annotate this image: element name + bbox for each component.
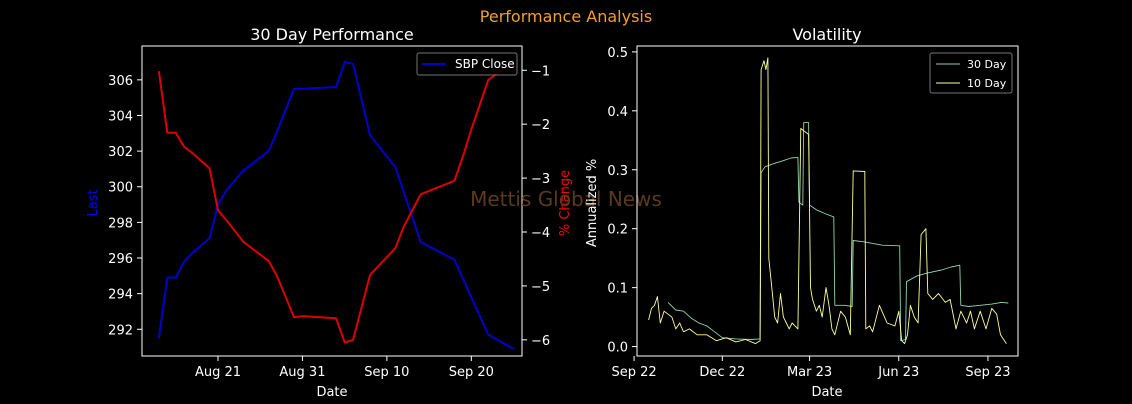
volatility-y-axis-label: Annualized %	[585, 159, 600, 247]
volatility-y-tick-label: 0.4	[607, 105, 628, 120]
performance-y-tick-label: 296	[108, 252, 133, 267]
volatility-x-tick-label: Sep 22	[611, 365, 656, 380]
performance-x-tick-label: Sep 20	[449, 365, 494, 380]
volatility-y-tick-label: 0.5	[607, 46, 628, 61]
legend-label-sbp-close: SBP Close	[455, 57, 515, 71]
performance-y-tick-label: 302	[108, 145, 133, 160]
volatility-30-day-line	[667, 122, 1009, 342]
volatility-x-tick-label: Jun 23	[877, 365, 919, 380]
performance-y-tick-label: 300	[108, 181, 133, 196]
watermark: Mettis Global News	[470, 187, 662, 211]
performance-y-tick-label: 304	[108, 109, 133, 124]
performance-x-tick-label: Aug 21	[195, 365, 241, 380]
performance-y-tick-label: 306	[108, 74, 133, 89]
volatility-chart-title: Volatility	[792, 25, 861, 44]
performance-y2-tick-label: −3	[531, 172, 550, 187]
performance-x-axis-label: Date	[316, 385, 347, 400]
performance-chart: 30 Day Performance Date Last % Change Au…	[86, 25, 573, 400]
performance-y2-tick-label: −1	[531, 64, 550, 79]
performance-y-tick-label: 292	[108, 323, 133, 338]
volatility-x-tick-label: Mar 23	[787, 365, 832, 380]
performance-y2-tick-label: −4	[531, 226, 550, 241]
performance-y2-axis-label: % Change	[558, 170, 573, 236]
volatility-x-tick-label: Sep 23	[965, 365, 1010, 380]
volatility-y-tick-label: 0.2	[607, 223, 628, 238]
volatility-chart: Volatility Date Annualized % Sep 22 Dec 2…	[585, 25, 1019, 400]
volatility-legend: 30 Day 10 Day	[929, 52, 1013, 94]
legend-label-30-day: 30 Day	[967, 58, 1007, 71]
performance-legend: SBP Close	[416, 52, 518, 76]
volatility-y-tick-label: 0.3	[607, 164, 628, 179]
volatility-10-day-line	[648, 57, 1007, 345]
performance-y-axis-label: Last	[86, 189, 101, 216]
sbp-close-line	[157, 61, 515, 350]
performance-y2-tick-label: −2	[531, 118, 550, 133]
performance-y-tick-label: 294	[108, 288, 133, 303]
volatility-x-axis-label: Date	[811, 385, 842, 400]
legend-label-10-day: 10 Day	[967, 77, 1007, 90]
volatility-plot-frame	[636, 45, 1019, 357]
performance-x-tick-label: Aug 31	[279, 365, 325, 380]
performance-y2-tick-label: −6	[531, 334, 550, 349]
percent-change-line	[157, 64, 514, 344]
figure-title: Performance Analysis	[480, 7, 652, 26]
performance-y-tick-label: 298	[108, 216, 133, 231]
performance-x-tick-label: Sep 10	[364, 365, 409, 380]
performance-y2-tick-label: −5	[531, 280, 550, 295]
performance-chart-title: 30 Day Performance	[250, 25, 414, 44]
volatility-x-tick-label: Dec 22	[699, 365, 745, 380]
volatility-y-tick-label: 0.0	[607, 341, 628, 356]
performance-plot-frame	[141, 45, 523, 357]
volatility-y-tick-label: 0.1	[607, 282, 628, 297]
